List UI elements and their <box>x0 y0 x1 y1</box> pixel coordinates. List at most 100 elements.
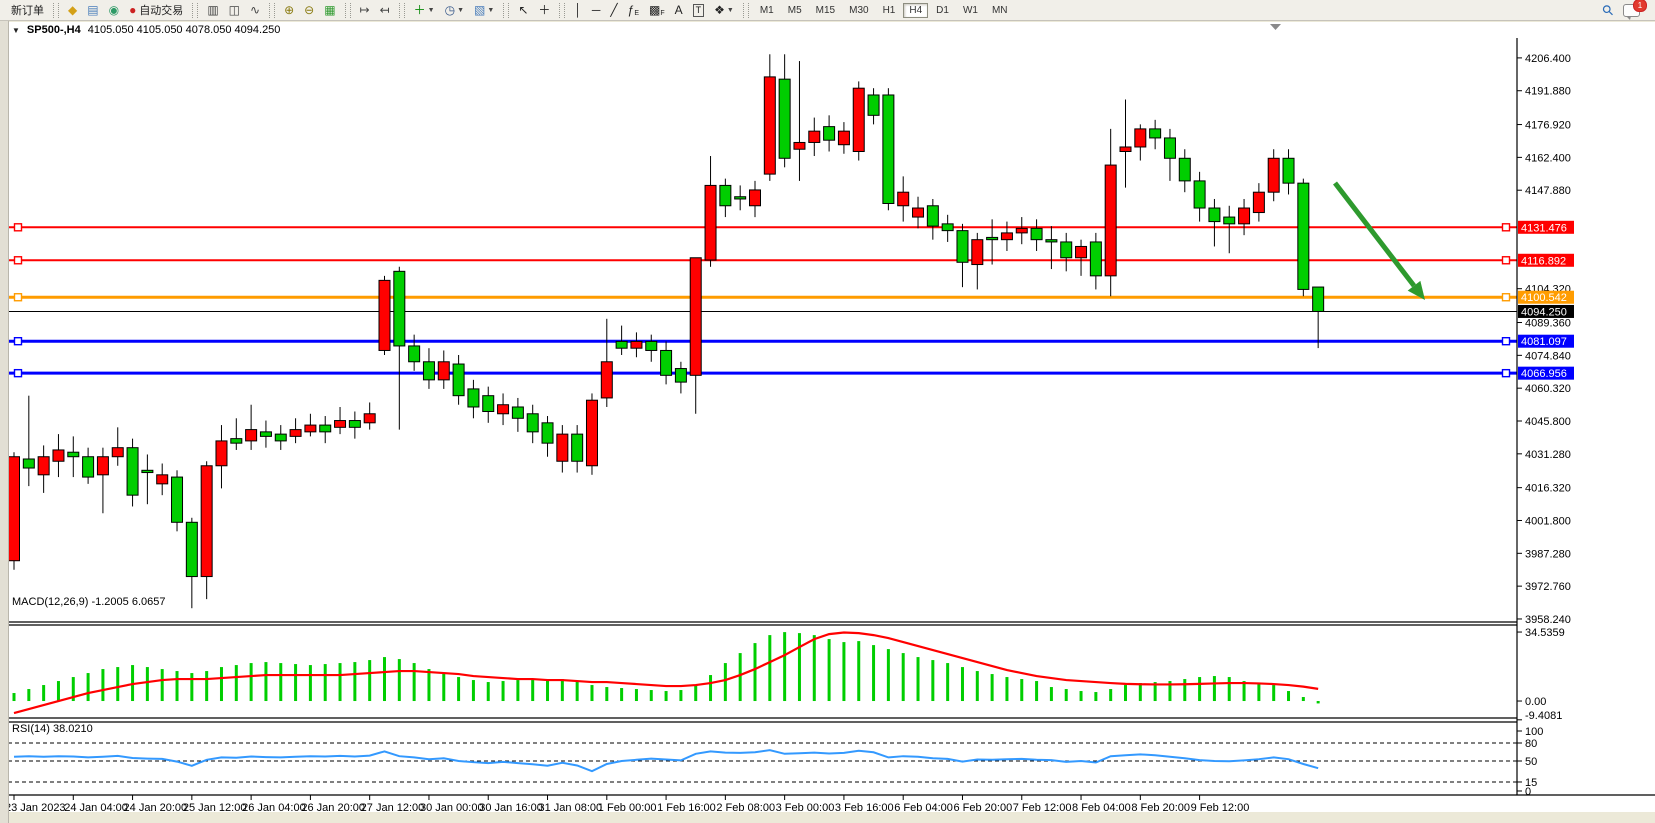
macd-histogram-bar <box>101 669 105 702</box>
macd-histogram-bar <box>1079 691 1083 702</box>
line-handle[interactable] <box>1501 368 1511 378</box>
line-handle[interactable] <box>13 368 23 378</box>
candle-body <box>171 476 184 523</box>
chart-shift-icon[interactable]: ↤ <box>375 1 395 20</box>
auto-scroll-icon: ↦ <box>359 2 370 17</box>
candle-body <box>185 521 198 578</box>
signal-icon[interactable]: ◉ <box>104 1 124 20</box>
macd-indicator-label: MACD(12,26,9) -1.2005 6.0657 <box>12 596 166 608</box>
template-button-caret-icon[interactable]: ▼ <box>487 6 495 14</box>
shapes-icon-caret-icon[interactable]: ▼ <box>726 6 734 14</box>
timeframe-h1-button[interactable]: H1 <box>882 4 896 16</box>
macd-histogram-bar <box>679 690 683 702</box>
vertical-line-icon[interactable]: │ <box>569 1 587 20</box>
candle-body <box>82 456 95 478</box>
price-badge-label: 4081.097 <box>1521 336 1567 348</box>
candle-body <box>823 126 836 141</box>
macd-histogram-bar <box>738 653 742 702</box>
macd-histogram-bar <box>486 682 490 702</box>
crosshair-icon[interactable]: ＋ <box>533 1 555 20</box>
rsi-axis-label: 50 <box>1525 756 1537 768</box>
text-label-icon: T <box>692 3 705 17</box>
candle-body <box>52 449 65 462</box>
fibonacci-grid-icon[interactable]: ▩ F <box>644 1 670 20</box>
line-handle[interactable] <box>1501 223 1511 232</box>
fibonacci-grid-icon: ▩ <box>649 2 661 17</box>
auto-scroll-icon[interactable]: ↦ <box>355 1 375 20</box>
timeframe-m5-button[interactable]: M5 <box>787 4 802 16</box>
timeframe-m1-button[interactable]: M1 <box>759 4 774 16</box>
price-axis[interactable]: 4206.400 4191.880 4176.920 4162.400 4147.880… <box>1517 53 1574 626</box>
line-handle[interactable] <box>13 336 23 346</box>
macd-histogram-bar <box>946 663 950 702</box>
horizontal-line-icon[interactable]: ─ <box>587 1 606 20</box>
line-handle[interactable] <box>13 256 23 265</box>
line-chart-type-icon[interactable]: ∿ <box>245 1 265 20</box>
time-tick-label: 8 Feb 20:00 <box>1131 802 1190 814</box>
zoom-out-icon[interactable]: ⊖ <box>299 1 319 20</box>
macd-histogram-bar <box>294 664 298 702</box>
text-icon[interactable]: A <box>670 1 688 20</box>
search-icon[interactable]: ⚲ <box>1598 0 1617 19</box>
candle-body <box>96 456 109 476</box>
candle-body <box>689 257 702 376</box>
rsi-axis-label: 0 <box>1525 786 1531 798</box>
add-indicator-button-caret-icon[interactable]: ▼ <box>427 6 435 14</box>
macd-histogram-bar <box>560 679 564 702</box>
rsi-line <box>13 749 1319 773</box>
autotrade-button-label: 自动交易 <box>139 5 184 17</box>
trend-arrow-shaft[interactable] <box>1333 181 1417 288</box>
template-button[interactable]: ▧ ▼ <box>469 1 499 20</box>
timeframe-m30-button[interactable]: M30 <box>849 4 869 16</box>
timeframe-w1-button[interactable]: W1 <box>962 4 978 16</box>
candle-body <box>1119 146 1132 152</box>
autotrade-button[interactable]: ● 自动交易 <box>124 1 188 20</box>
candle-body <box>437 361 450 381</box>
toolbar-right-icons: ⚲ 1 <box>1598 0 1652 20</box>
candle-chart-type-icon[interactable]: ◫ <box>224 1 245 20</box>
line-handle[interactable] <box>1501 256 1511 265</box>
charts-window-icon[interactable]: ▤ <box>82 1 103 20</box>
candle-body <box>734 196 747 200</box>
periods-button[interactable]: ◷ ▼ <box>440 1 469 20</box>
time-tick-label: 27 Jan 12:00 <box>361 802 425 814</box>
macd-histogram-bar <box>1138 683 1142 702</box>
trendline-icon[interactable]: ╱ <box>605 1 622 20</box>
line-handle[interactable] <box>13 293 23 302</box>
tile-windows-icon[interactable]: ▦ <box>319 1 340 20</box>
timeframe-m15-button[interactable]: M15 <box>815 4 836 16</box>
time-tick-label: 25 Jan 12:00 <box>183 802 247 814</box>
macd-histogram-bar <box>1020 679 1024 702</box>
trend-arrow[interactable] <box>1333 181 1425 300</box>
line-handle[interactable] <box>13 223 23 232</box>
timeframe-h4-button[interactable]: H4 <box>903 2 929 18</box>
mql-community-icon[interactable]: ◆ <box>63 1 82 20</box>
hline-objects <box>8 223 1517 378</box>
candle-body <box>615 340 628 349</box>
zoom-in-icon[interactable]: ⊕ <box>279 1 299 20</box>
price-tick-label: 4016.320 <box>1525 483 1571 495</box>
timeframe-mn-button[interactable]: MN <box>991 4 1008 16</box>
macd-histogram-bar <box>590 685 594 702</box>
candle-body <box>660 349 673 376</box>
candle-body <box>956 230 969 263</box>
notifications-icon[interactable]: 1 <box>1623 0 1647 20</box>
timeframe-d1-button[interactable]: D1 <box>936 4 949 16</box>
new-order-button[interactable]: 新订单 <box>3 1 49 20</box>
shapes-icon[interactable]: ❖ ▼ <box>709 1 739 20</box>
cursor-icon[interactable]: ↖ <box>513 1 533 20</box>
line-handle[interactable] <box>1501 293 1511 302</box>
text-label-icon[interactable]: T <box>688 1 710 20</box>
price-badge-label: 4094.250 <box>1521 306 1567 318</box>
periods-button-caret-icon[interactable]: ▼ <box>457 6 465 14</box>
chart-menu-icon[interactable]: ▼ <box>12 26 20 35</box>
macd-histogram-bar <box>546 680 550 702</box>
macd-histogram-bar <box>1227 677 1231 702</box>
add-indicator-button[interactable]: ＋ ▼ <box>409 1 440 20</box>
bar-chart-type-icon[interactable]: ▥ <box>202 1 223 20</box>
macd-histogram-bar <box>190 673 194 702</box>
line-handle[interactable] <box>1501 336 1511 346</box>
price-tick-label: 4162.400 <box>1525 152 1571 164</box>
